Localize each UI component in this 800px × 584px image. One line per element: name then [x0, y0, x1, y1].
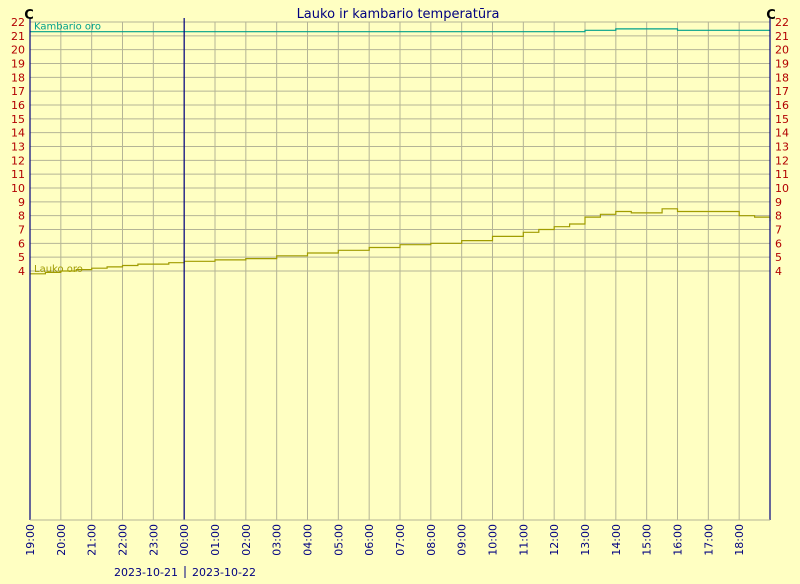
y-tick-label-right: 18 [775, 71, 789, 84]
y-tick-label-left: 7 [18, 224, 25, 237]
y-tick-label-right: 4 [775, 265, 782, 278]
x-tick-label: 16:00 [672, 524, 685, 556]
y-tick-label-right: 13 [775, 141, 789, 154]
y-tick-label-left: 22 [11, 16, 25, 29]
y-tick-label-left: 8 [18, 210, 25, 223]
x-tick-label: 03:00 [271, 524, 284, 556]
chart-title: Lauko ir kambario temperatūra [297, 7, 500, 22]
x-tick-label: 11:00 [517, 524, 530, 556]
x-tick-label: 15:00 [641, 524, 654, 556]
left-unit-label: C [24, 8, 34, 23]
date-label-right: 2023-10-22 [192, 566, 256, 579]
y-tick-label-left: 21 [11, 30, 25, 43]
y-tick-label-left: 14 [11, 127, 25, 140]
y-tick-label-right: 8 [775, 210, 782, 223]
x-tick-label: 10:00 [487, 524, 500, 556]
series-line [30, 28, 770, 33]
series-label: Kambario oro [34, 22, 101, 33]
x-tick-label: 06:00 [363, 524, 376, 556]
y-tick-label-left: 6 [18, 237, 25, 250]
y-tick-label-left: 17 [11, 85, 25, 98]
y-tick-label-right: 15 [775, 113, 789, 126]
y-tick-label-right: 21 [775, 30, 789, 43]
y-tick-label-right: 11 [775, 168, 789, 181]
x-tick-label: 17:00 [702, 524, 715, 556]
x-tick-label: 09:00 [456, 524, 469, 556]
chart-frame [29, 18, 771, 521]
y-tick-label-right: 16 [775, 99, 789, 112]
x-tick-label: 12:00 [548, 524, 561, 556]
x-tick-label: 01:00 [209, 524, 222, 556]
right-unit-label: C [766, 8, 776, 23]
x-tick-label: 05:00 [332, 524, 345, 556]
y-tick-label-left: 13 [11, 141, 25, 154]
y-tick-label-left: 20 [11, 44, 25, 57]
y-tick-label-right: 5 [775, 251, 782, 264]
y-tick-label-left: 18 [11, 71, 25, 84]
y-tick-label-left: 12 [11, 154, 25, 167]
x-tick-label: 22:00 [117, 524, 130, 556]
series-line [30, 208, 771, 275]
x-tick-label: 21:00 [86, 524, 99, 556]
x-tick-label: 00:00 [178, 524, 191, 556]
series-lines [30, 28, 771, 275]
series-label: Lauko oro [34, 264, 83, 275]
y-tick-label-right: 12 [775, 154, 789, 167]
x-tick-label: 18:00 [733, 524, 746, 556]
x-tick-label: 23:00 [147, 524, 160, 556]
y-tick-label-left: 4 [18, 265, 25, 278]
x-tick-label: 08:00 [425, 524, 438, 556]
y-tick-label-left: 11 [11, 168, 25, 181]
y-tick-label-left: 9 [18, 196, 25, 209]
y-tick-label-right: 6 [775, 237, 782, 250]
x-tick-label: 14:00 [610, 524, 623, 556]
x-tick-label: 13:00 [579, 524, 592, 556]
x-tick-label: 07:00 [394, 524, 407, 556]
y-tick-label-left: 15 [11, 113, 25, 126]
x-tick-label: 04:00 [302, 524, 315, 556]
y-tick-label-right: 19 [775, 58, 789, 71]
y-tick-label-left: 10 [11, 182, 25, 195]
y-tick-label-right: 20 [775, 44, 789, 57]
y-tick-label-left: 5 [18, 251, 25, 264]
x-tick-label: 19:00 [24, 524, 37, 556]
y-tick-label-right: 10 [775, 182, 789, 195]
x-tick-label: 02:00 [240, 524, 253, 556]
y-tick-label-left: 16 [11, 99, 25, 112]
y-tick-label-right: 9 [775, 196, 782, 209]
y-tick-label-right: 14 [775, 127, 789, 140]
x-tick-label: 20:00 [55, 524, 68, 556]
y-tick-label-left: 19 [11, 58, 25, 71]
date-label-left: 2023-10-21 [114, 566, 178, 579]
y-tick-label-right: 22 [775, 16, 789, 29]
y-tick-label-right: 17 [775, 85, 789, 98]
y-tick-label-right: 7 [775, 224, 782, 237]
